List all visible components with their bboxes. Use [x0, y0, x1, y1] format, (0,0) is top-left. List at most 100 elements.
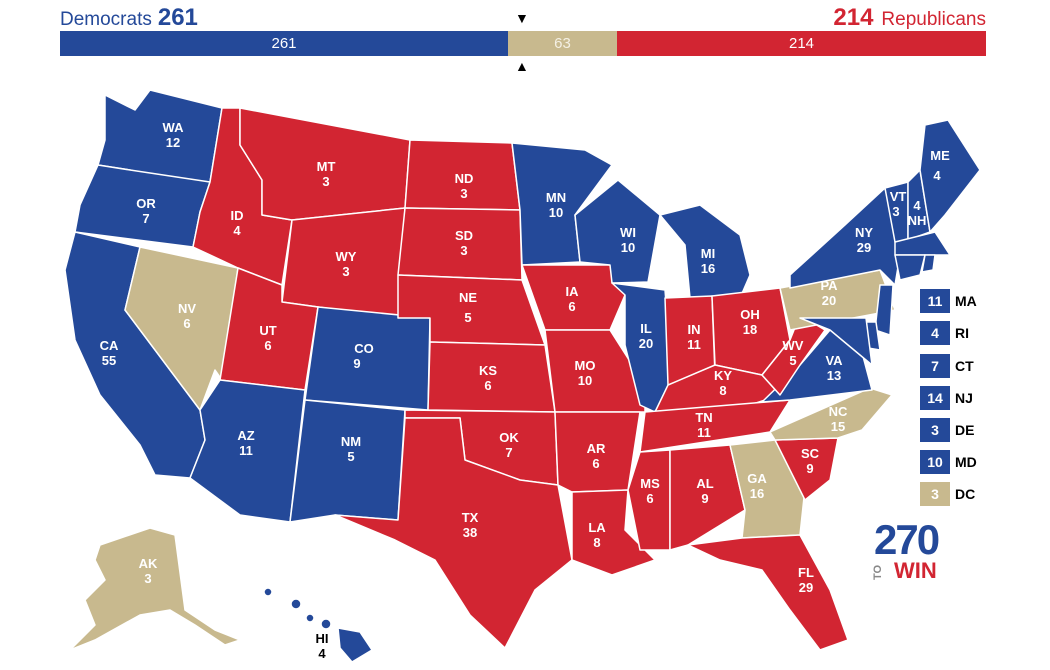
state-label-UT-ev: 6: [264, 338, 271, 353]
state-NJ[interactable]: [874, 284, 894, 336]
small-state-box-MA[interactable]: 11: [920, 289, 950, 313]
small-state-label-MA: MA: [955, 293, 977, 309]
state-label-IA-abbr: IA: [566, 284, 580, 299]
state-label-ID-ev: 4: [233, 223, 241, 238]
small-state-label-NJ: NJ: [955, 390, 973, 406]
state-IA[interactable]: [521, 264, 626, 331]
state-ME[interactable]: [919, 119, 981, 233]
state-label-NC-abbr: NC: [829, 404, 848, 419]
state-MD[interactable]: [799, 317, 873, 366]
tossup-bar-segment[interactable]: 63: [508, 31, 617, 56]
state-label-WY-abbr: WY: [336, 249, 357, 264]
small-state-box-DE[interactable]: 3: [920, 418, 950, 442]
state-label-TN-abbr: TN: [695, 410, 712, 425]
small-state-label-DE: DE: [955, 422, 975, 438]
logo-number: 270: [874, 516, 940, 563]
state-label-TX-ev: 38: [463, 525, 477, 540]
small-state-box-RI[interactable]: 4: [920, 321, 950, 345]
state-label-PA-abbr: PA: [820, 278, 838, 293]
logo-to: TO: [872, 564, 884, 580]
state-AL[interactable]: [669, 444, 746, 551]
state-label-IN-ev: 11: [687, 337, 701, 352]
state-AZ[interactable]: [189, 379, 306, 523]
state-label-VT-ev: 3: [892, 204, 899, 219]
state-label-HI-abbr: HI: [316, 631, 329, 646]
state-label-NH-abbr: NH: [908, 213, 927, 228]
state-MS[interactable]: [627, 449, 671, 551]
state-label-KS-abbr: KS: [479, 363, 497, 378]
small-state-box-NJ[interactable]: 14: [920, 386, 950, 410]
state-label-NV-abbr: NV: [178, 301, 196, 316]
state-CO[interactable]: [304, 306, 431, 411]
state-HI[interactable]: [263, 587, 373, 663]
state-label-MS-abbr: MS: [640, 476, 660, 491]
state-label-NE-abbr: NE: [459, 290, 477, 305]
state-label-OR-abbr: OR: [136, 196, 156, 211]
state-MI[interactable]: [659, 204, 751, 299]
state-label-WY-ev: 3: [342, 264, 349, 279]
state-label-SC-ev: 9: [806, 461, 813, 476]
state-label-ND-ev: 3: [460, 186, 467, 201]
state-NY[interactable]: [789, 187, 901, 289]
state-label-NY-abbr: NY: [855, 225, 873, 240]
state-MA[interactable]: [894, 231, 951, 256]
state-label-MT-abbr: MT: [317, 159, 336, 174]
state-label-MO-abbr: MO: [575, 358, 596, 373]
state-label-GA-abbr: GA: [747, 471, 767, 486]
state-label-NM-ev: 5: [347, 449, 354, 464]
dem-bar-segment[interactable]: 261: [60, 31, 508, 56]
state-label-SD-abbr: SD: [455, 228, 473, 243]
state-AK[interactable]: [69, 527, 241, 651]
state-label-CA-ev: 55: [102, 353, 116, 368]
270towin-logo[interactable]: 270 TO WIN: [872, 516, 942, 584]
midpoint-marker-up-icon: ▲: [515, 58, 529, 74]
small-state-label-CT: CT: [955, 358, 974, 374]
state-label-MS-ev: 6: [646, 491, 653, 506]
small-state-box-DC[interactable]: 3: [920, 482, 950, 506]
state-label-NV-ev: 6: [183, 316, 190, 331]
state-label-WI-abbr: WI: [620, 225, 636, 240]
rep-bar-segment[interactable]: 214: [617, 31, 986, 56]
small-state-label-MD: MD: [955, 454, 977, 470]
small-state-box-CT[interactable]: 7: [920, 354, 950, 378]
state-label-OK-ev: 7: [505, 445, 512, 460]
state-WI[interactable]: [574, 179, 661, 284]
state-label-NY-ev: 29: [857, 240, 871, 255]
state-FL[interactable]: [687, 534, 849, 651]
small-state-box-MD[interactable]: 10: [920, 450, 950, 474]
state-label-MI-abbr: MI: [701, 246, 715, 261]
state-CT[interactable]: [894, 254, 926, 281]
democrats-header: Democrats 261: [60, 4, 198, 32]
state-label-MT-ev: 3: [322, 174, 329, 189]
state-label-KY-ev: 8: [719, 383, 726, 398]
state-label-MN-ev: 10: [549, 205, 563, 220]
state-label-VA-abbr: VA: [825, 353, 843, 368]
state-label-UT-abbr: UT: [259, 323, 276, 338]
republicans-total: 214: [833, 4, 874, 31]
state-RI[interactable]: [921, 254, 936, 273]
state-label-SD-ev: 3: [460, 243, 467, 258]
state-label-MI-ev: 16: [701, 261, 715, 276]
state-label-MO-ev: 10: [578, 373, 592, 388]
democrats-total: 261: [157, 4, 198, 31]
state-label-PA-ev: 20: [822, 293, 836, 308]
state-label-AK-abbr: AK: [139, 556, 158, 571]
state-label-OK-abbr: OK: [499, 430, 519, 445]
state-label-AZ-abbr: AZ: [237, 428, 254, 443]
state-label-IL-abbr: IL: [640, 321, 652, 336]
state-label-NH-ev: 4: [913, 198, 921, 213]
state-label-MN-abbr: MN: [546, 190, 566, 205]
state-label-LA-abbr: LA: [588, 520, 606, 535]
state-label-ME-ev: 4: [933, 168, 941, 183]
republicans-header: 214 Republicans: [833, 4, 986, 32]
state-TX[interactable]: [334, 417, 573, 649]
state-label-CA-abbr: CA: [100, 338, 119, 353]
state-label-VA-ev: 13: [827, 368, 841, 383]
state-label-FL-ev: 29: [799, 580, 813, 595]
state-WV[interactable]: [761, 314, 826, 396]
state-label-WV-ev: 5: [789, 353, 796, 368]
state-label-TX-abbr: TX: [462, 510, 479, 525]
state-label-IA-ev: 6: [568, 299, 575, 314]
small-state-label-DC: DC: [955, 486, 976, 502]
